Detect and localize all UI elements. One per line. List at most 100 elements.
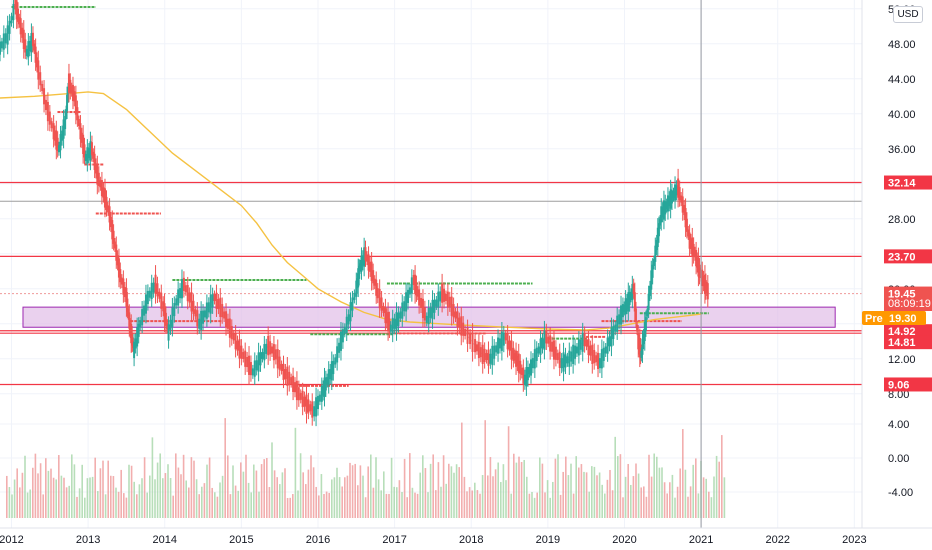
volume-bar [687,496,689,518]
price-candle-body [33,43,36,51]
volume-bar [34,453,37,518]
price-candle-body [549,335,552,352]
volume-bar [344,477,346,518]
volume-bar [658,467,661,518]
price-tag-bg [884,335,932,350]
volume-bar [588,491,590,518]
volume-bar [635,463,637,518]
price-candle-body [702,276,705,287]
price-candle-body [56,137,59,151]
price-candle-body [545,330,548,344]
time-axis[interactable] [0,528,932,550]
price-candle-body [244,350,247,367]
price-candle-body [109,217,112,228]
volume-bar [393,486,395,518]
price-candle-body [15,0,18,20]
price-candle-body [439,291,442,302]
price-candle-body [2,33,5,50]
volume-bar [676,486,679,518]
price-candle-body [30,33,33,53]
price-candle-body [504,333,507,341]
price-candle-body [284,369,287,380]
price-candle-body [209,294,212,314]
volume-bar [224,418,226,518]
price-candle-body [236,340,239,351]
volume-bar [130,465,133,518]
price-candle-body [491,345,494,366]
volume-bar [500,482,502,518]
price-candle-body [152,282,155,293]
volume-bar [445,483,447,518]
price-candle-body [17,8,20,22]
price-tag-bg [884,377,932,392]
price-candle-body [307,399,310,413]
price-tag-label: 32.14 [888,178,916,190]
price-candle-body [313,406,316,417]
price-candle-body [369,261,372,272]
price-candle-body [100,180,103,197]
price-candle-body [378,288,381,309]
price-candle-body [684,208,687,228]
price-candle-body [644,317,647,331]
price-candle-body [452,304,455,318]
price-candle-body [28,40,31,51]
price-candle-body [349,302,352,322]
volume-bar [253,464,255,518]
volume-bar [50,468,52,518]
volume-bar [292,494,294,518]
price-candle-body [292,375,295,392]
volume-bar [336,467,338,518]
price-candle-body [52,123,55,140]
price-candle-body [334,357,337,365]
volume-bar [580,464,583,518]
volume-bar [325,491,328,518]
price-candle-body [533,349,536,369]
price-candle-body [341,329,344,343]
volume-bar [266,458,268,518]
price-candle-body [160,292,163,309]
volume-bar [120,469,122,518]
volume-bar [679,468,681,518]
volume-bar [661,467,663,518]
price-tag-bg [884,175,932,190]
price-candle-body [282,363,285,380]
price-candle-body [329,369,332,380]
price-tick-label: 44.00 [888,74,916,86]
currency-badge[interactable]: USD [893,6,923,23]
price-candle-body [207,302,210,313]
volume-bar [318,495,320,518]
volume-bar [216,496,219,518]
volume-bar [263,459,265,518]
price-candle-body [177,289,180,306]
price-series [0,0,710,427]
volume-bar [362,475,364,518]
price-candle-body [173,302,176,317]
volume-bar [557,454,559,518]
volume-bar [115,487,117,518]
price-axis[interactable] [862,0,932,528]
price-candle-body [257,352,260,372]
volume-bar [461,422,463,518]
price-candle-body [90,142,93,156]
volume-bar [510,493,512,518]
price-candle-body [8,20,11,34]
price-candle-body [293,382,296,393]
volume-bar [271,442,273,518]
price-candle-body [604,346,607,354]
price-candle-body [65,109,68,117]
price-candle-body [364,247,367,261]
volume-bar [484,420,486,518]
price-candle-body [19,18,22,35]
volume-bar [331,479,333,518]
price-candle-body [395,311,398,332]
moving-average [0,91,702,331]
price-candle-body [248,355,251,375]
price-candle-body [123,287,126,298]
volume-bar [416,493,419,518]
price-candle-body [401,302,404,319]
volume-bar [47,470,50,518]
volume-bar [497,462,499,518]
price-candle-body [366,254,369,262]
price-candle-body [483,348,486,363]
